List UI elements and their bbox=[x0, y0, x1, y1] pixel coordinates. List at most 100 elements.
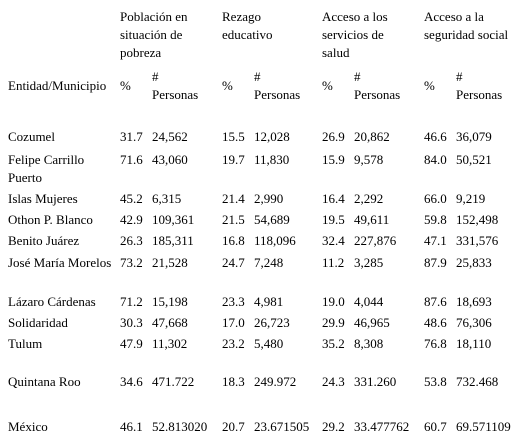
pct-cell: 26.3 bbox=[120, 233, 143, 248]
row-name: Quintana Roo bbox=[8, 374, 81, 389]
sub-header: % bbox=[424, 78, 435, 93]
pct-cell: 29.2 bbox=[322, 419, 345, 434]
count-cell: 52.813020 bbox=[152, 419, 208, 434]
pct-cell: 16.8 bbox=[222, 233, 245, 248]
count-cell: 11,830 bbox=[254, 152, 290, 167]
count-cell: 2,990 bbox=[254, 191, 284, 206]
row-name: José María Morelos bbox=[8, 255, 112, 270]
count-cell: 20,862 bbox=[354, 129, 390, 144]
count-cell: 50,521 bbox=[456, 152, 492, 167]
count-cell: 25,833 bbox=[456, 255, 492, 270]
count-cell: 12,028 bbox=[254, 129, 290, 144]
pct-cell: 71.2 bbox=[120, 294, 143, 309]
pct-cell: 47.1 bbox=[424, 233, 447, 248]
pct-cell: 71.6 bbox=[120, 152, 143, 167]
count-cell: 9,578 bbox=[354, 152, 384, 167]
pct-cell: 30.3 bbox=[120, 315, 143, 330]
sub-header: # Personas bbox=[456, 69, 503, 102]
pct-cell: 21.4 bbox=[222, 191, 245, 206]
group-header: Acceso a la seguridad social bbox=[424, 9, 509, 42]
pct-cell: 16.4 bbox=[322, 191, 345, 206]
pct-cell: 66.0 bbox=[424, 191, 447, 206]
count-cell: 732.468 bbox=[456, 374, 499, 389]
row-name: Solidaridad bbox=[8, 315, 68, 330]
pct-cell: 23.3 bbox=[222, 294, 245, 309]
count-cell: 18,693 bbox=[456, 294, 492, 309]
count-cell: 5,480 bbox=[254, 336, 284, 351]
count-cell: 36,079 bbox=[456, 129, 492, 144]
pct-cell: 26.9 bbox=[322, 129, 345, 144]
pct-cell: 32.4 bbox=[322, 233, 345, 248]
sub-header: # Personas bbox=[354, 69, 401, 102]
pct-cell: 47.9 bbox=[120, 336, 143, 351]
sub-header: % bbox=[222, 78, 233, 93]
count-cell: 54,689 bbox=[254, 212, 290, 227]
count-cell: 7,248 bbox=[254, 255, 284, 270]
count-cell: 185,311 bbox=[152, 233, 194, 248]
sub-header: # Personas bbox=[254, 69, 301, 102]
count-cell: 15,198 bbox=[152, 294, 188, 309]
row-name: Othon P. Blanco bbox=[8, 212, 93, 227]
sub-header: % bbox=[120, 78, 131, 93]
row-name: Cozumel bbox=[8, 129, 55, 144]
count-cell: 4,044 bbox=[354, 294, 384, 309]
pct-cell: 15.9 bbox=[322, 152, 345, 167]
pct-cell: 31.7 bbox=[120, 129, 143, 144]
row-name: Islas Mujeres bbox=[8, 191, 78, 206]
count-cell: 43,060 bbox=[152, 152, 188, 167]
pct-cell: 19.0 bbox=[322, 294, 345, 309]
count-cell: 18,110 bbox=[456, 336, 492, 351]
count-cell: 3,285 bbox=[354, 255, 384, 270]
sub-header: % bbox=[322, 78, 333, 93]
pct-cell: 23.2 bbox=[222, 336, 245, 351]
pct-cell: 24.7 bbox=[222, 255, 245, 270]
pct-cell: 15.5 bbox=[222, 129, 245, 144]
pct-cell: 21.5 bbox=[222, 212, 245, 227]
pct-cell: 29.9 bbox=[322, 315, 345, 330]
pct-cell: 20.7 bbox=[222, 419, 245, 434]
count-cell: 2,292 bbox=[354, 191, 384, 206]
count-cell: 11,302 bbox=[152, 336, 188, 351]
pct-cell: 45.2 bbox=[120, 191, 143, 206]
count-cell: 227,876 bbox=[354, 233, 397, 248]
count-cell: 9,219 bbox=[456, 191, 486, 206]
count-cell: 23.671505 bbox=[254, 419, 310, 434]
count-cell: 118,096 bbox=[254, 233, 296, 248]
pct-cell: 84.0 bbox=[424, 152, 447, 167]
pct-cell: 59.8 bbox=[424, 212, 447, 227]
pct-cell: 19.7 bbox=[222, 152, 245, 167]
pct-cell: 46.6 bbox=[424, 129, 447, 144]
pct-cell: 18.3 bbox=[222, 374, 245, 389]
count-cell: 8,308 bbox=[354, 336, 384, 351]
pct-cell: 76.8 bbox=[424, 336, 447, 351]
pct-cell: 19.5 bbox=[322, 212, 345, 227]
row-name: México bbox=[8, 419, 48, 434]
pct-cell: 87.9 bbox=[424, 255, 447, 270]
count-cell: 26,723 bbox=[254, 315, 290, 330]
pct-cell: 34.6 bbox=[120, 374, 143, 389]
pct-cell: 48.6 bbox=[424, 315, 447, 330]
pct-cell: 17.0 bbox=[222, 315, 245, 330]
count-cell: 6,315 bbox=[152, 191, 182, 206]
pct-cell: 53.8 bbox=[424, 374, 447, 389]
count-cell: 331,576 bbox=[456, 233, 499, 248]
count-cell: 33.477762 bbox=[354, 419, 410, 434]
row-name: Benito Juárez bbox=[8, 233, 80, 248]
count-cell: 4,981 bbox=[254, 294, 284, 309]
group-header: Acceso a los servicios de salud bbox=[322, 9, 388, 60]
count-cell: 249.972 bbox=[254, 374, 297, 389]
count-cell: 46,965 bbox=[354, 315, 390, 330]
count-cell: 47,668 bbox=[152, 315, 188, 330]
count-cell: 69.571109 bbox=[456, 419, 511, 434]
count-cell: 76,306 bbox=[456, 315, 492, 330]
row-name: Tulum bbox=[8, 336, 43, 351]
pct-cell: 24.3 bbox=[322, 374, 345, 389]
pct-cell: 11.2 bbox=[322, 255, 345, 270]
count-cell: 24,562 bbox=[152, 129, 188, 144]
count-cell: 152,498 bbox=[456, 212, 499, 227]
row-name: Lázaro Cárdenas bbox=[8, 294, 96, 309]
group-header: Población en situación de pobreza bbox=[120, 9, 188, 60]
pct-cell: 73.2 bbox=[120, 255, 143, 270]
pct-cell: 42.9 bbox=[120, 212, 143, 227]
